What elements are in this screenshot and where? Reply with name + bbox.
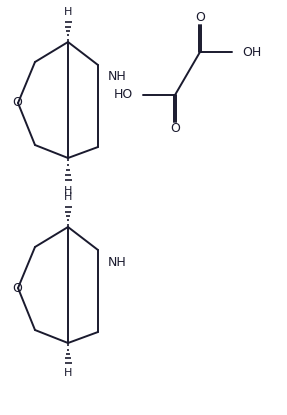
- Text: HO: HO: [114, 88, 133, 102]
- Text: NH: NH: [108, 71, 127, 83]
- Text: NH: NH: [108, 256, 127, 269]
- Text: O: O: [12, 281, 22, 295]
- Text: H: H: [64, 192, 72, 202]
- Text: H: H: [64, 186, 72, 196]
- Text: H: H: [64, 7, 72, 17]
- Text: H: H: [64, 368, 72, 378]
- Text: O: O: [12, 97, 22, 110]
- Text: OH: OH: [242, 46, 261, 59]
- Text: O: O: [170, 122, 180, 136]
- Text: O: O: [195, 12, 205, 24]
